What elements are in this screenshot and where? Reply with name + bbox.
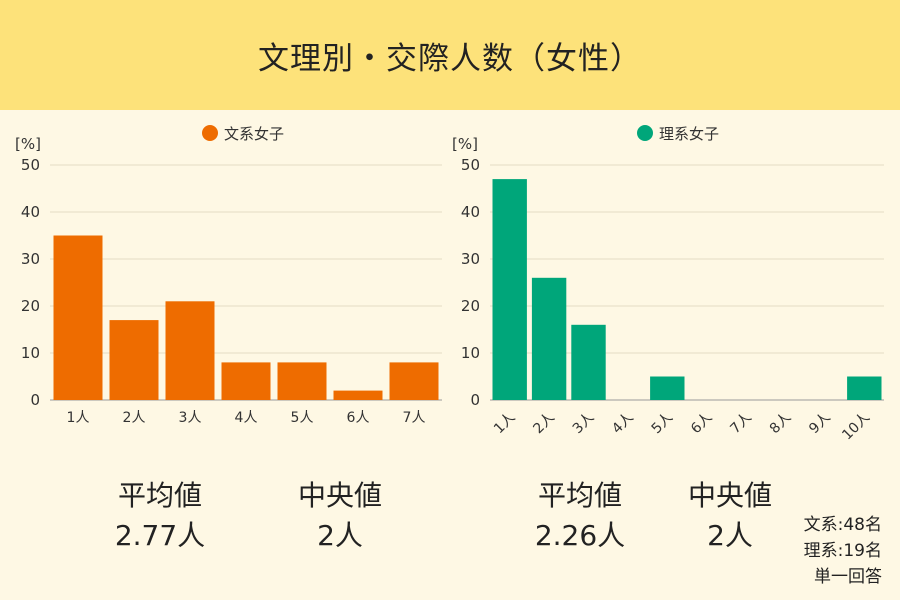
humanities-median-value: 2人 (317, 519, 363, 552)
x-tick-label: 2人 (530, 410, 558, 438)
bar (221, 362, 271, 400)
y-tick-label: 10 (21, 344, 40, 362)
science-mean-value: 2.26人 (534, 519, 626, 552)
answer-type: 単一回答 (814, 567, 882, 587)
sample-notes: 文系:48名 理系:19名 単一回答 (804, 512, 882, 590)
x-tick-label: 9人 (806, 410, 834, 438)
y-tick-label: 40 (21, 203, 40, 221)
x-tick-label: 5人 (649, 410, 677, 438)
bar (109, 320, 159, 400)
x-tick-label: 5人 (291, 410, 314, 426)
science-median-value: 2人 (707, 519, 753, 552)
y-tick-label: 0 (470, 391, 480, 409)
x-tick-label: 7人 (403, 410, 426, 426)
x-tick-label: 1人 (67, 410, 90, 426)
legend-marker (202, 125, 218, 141)
charts-canvas: 0 10 20 30 40 50 [%] 文系女子 1人 2人 3人 4人 5人 6人 7人 0 10 20 30… (15, 125, 884, 443)
bar (165, 301, 215, 400)
humanities-sample-size: 文系:48名 (803, 515, 882, 535)
bar (333, 390, 383, 400)
bar (847, 376, 882, 400)
y-tick-label: 50 (21, 156, 40, 174)
x-tick-label: 6人 (347, 410, 370, 426)
y-tick-label: 30 (461, 250, 480, 268)
page-title: 文理別・交際人数（女性） (258, 40, 642, 77)
bar (277, 362, 327, 400)
bar (389, 362, 439, 400)
y-tick-label: 20 (461, 297, 480, 315)
x-tick-label: 3人 (179, 410, 202, 426)
bar (650, 376, 685, 400)
science-median-label: 中央値 (687, 479, 772, 512)
x-tick-label: 4人 (235, 410, 258, 426)
y-tick-label: 0 (30, 391, 40, 409)
y-unit-label: [%] (452, 135, 478, 153)
title-banner: 文理別・交際人数（女性） (0, 0, 900, 110)
x-tick-label: 8人 (767, 410, 795, 438)
y-unit-label: [%] (15, 135, 41, 153)
y-tick-label: 50 (461, 156, 480, 174)
x-tick-label: 10人 (839, 410, 873, 444)
science-sample-size: 理系:19名 (803, 541, 882, 561)
humanities-mean-label: 平均値 (117, 479, 202, 512)
y-tick-label: 10 (461, 344, 480, 362)
bar (492, 179, 527, 400)
science-chart: 0 10 20 30 40 50 [%] 理系女子 1人 2人 3人 4人 5人 6人 7人 8人 9人 10人 (452, 125, 884, 443)
bar (531, 277, 567, 400)
x-tick-label: 2人 (123, 410, 146, 426)
y-tick-label: 20 (21, 297, 40, 315)
x-tick-label: 1人 (491, 410, 519, 438)
legend-marker (637, 125, 653, 141)
humanities-mean-value: 2.77人 (114, 519, 206, 552)
y-tick-label: 30 (21, 250, 40, 268)
x-tick-label: 7人 (727, 410, 755, 438)
science-mean-label: 平均値 (537, 479, 622, 512)
humanities-median-label: 中央値 (297, 479, 382, 512)
legend-label: 文系女子 (224, 125, 284, 143)
humanities-chart: 0 10 20 30 40 50 [%] 文系女子 1人 2人 3人 4人 5人 6人 7人 (15, 125, 442, 426)
x-tick-label: 6人 (688, 410, 716, 438)
legend-label: 理系女子 (659, 125, 719, 143)
x-tick-label: 4人 (609, 410, 637, 438)
x-tick-label: 3人 (570, 410, 598, 438)
bar (53, 235, 103, 400)
y-tick-label: 40 (461, 203, 480, 221)
bar (571, 324, 606, 400)
